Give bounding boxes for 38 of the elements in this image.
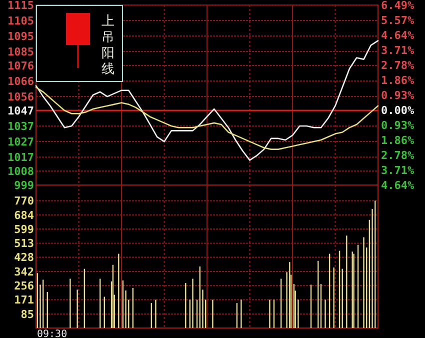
y2-tick-label: 0.93% <box>381 88 414 102</box>
y2-tick-label: 0.00% <box>381 104 414 117</box>
y-tick-label: 171 <box>14 294 34 307</box>
y-tick-label: 599 <box>14 222 34 236</box>
y-tick-label: 1076 <box>8 60 34 73</box>
y-tick-label: 1017 <box>8 151 34 164</box>
y-tick-label: 770 <box>14 194 34 208</box>
y-tick-label: 1008 <box>8 165 34 178</box>
y2-tick-label: 6.49% <box>381 0 414 12</box>
y2-tick-label: 5.57% <box>381 14 414 27</box>
y2-tick-label: 1.86% <box>381 74 414 87</box>
y-tick-label: 684 <box>14 208 34 222</box>
y-tick-label: 513 <box>14 237 34 250</box>
y-tick-label: 256 <box>14 280 34 293</box>
annotation: 上吊阳线 <box>102 14 114 77</box>
line-series <box>35 86 379 150</box>
y-tick-label: 1105 <box>8 14 34 28</box>
y2-tick-label: 3.71% <box>381 164 414 177</box>
y-tick-label: 1066 <box>8 75 34 88</box>
y-tick-label: 85 <box>20 308 34 321</box>
y2-tick-label: 0.93% <box>381 119 414 132</box>
y2-tick-label: 2.78% <box>381 148 414 162</box>
y2-tick-label: 2.78% <box>381 59 414 72</box>
y-tick-label: 342 <box>14 265 34 278</box>
y-tick-label: 1037 <box>8 120 34 134</box>
y2-tick-label: 4.64% <box>381 28 414 42</box>
text: 09:30 <box>37 329 68 338</box>
y2-tick-label: 3.71% <box>381 44 414 57</box>
y-tick-label: 999 <box>14 179 34 192</box>
y2-tick-label: 1.86% <box>381 134 414 148</box>
y-tick-label: 1085 <box>8 46 34 59</box>
y-tick-label: 1095 <box>8 30 34 44</box>
y-tick-label: 1047 <box>8 104 34 118</box>
y2-tick-label: 4.64% <box>381 179 414 192</box>
y-tick-label: 428 <box>14 251 34 264</box>
y-tick-label: 1115 <box>8 0 34 12</box>
y-tick-label: 1056 <box>8 90 34 104</box>
y-tick-label: 1027 <box>8 136 34 149</box>
